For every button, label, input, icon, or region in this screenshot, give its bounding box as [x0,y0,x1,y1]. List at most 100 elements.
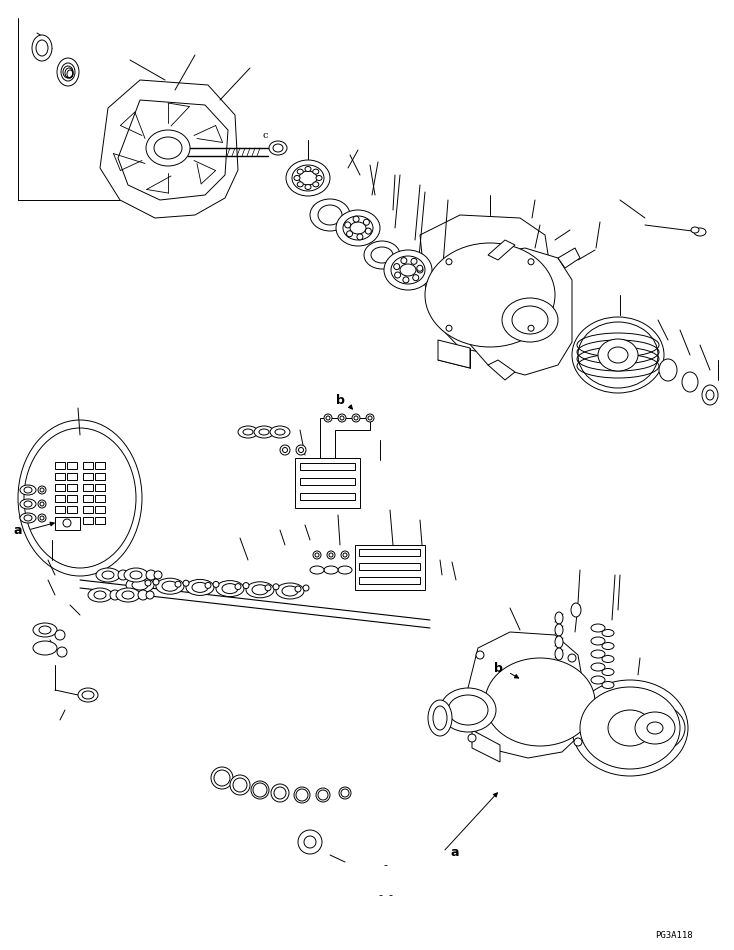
Ellipse shape [706,390,714,400]
Circle shape [327,551,335,559]
Circle shape [118,591,126,599]
Ellipse shape [132,580,148,590]
Polygon shape [83,517,93,524]
Circle shape [326,416,330,420]
Ellipse shape [299,171,317,185]
Circle shape [183,580,189,586]
Polygon shape [472,730,500,762]
Circle shape [339,787,351,799]
Circle shape [283,447,288,452]
Circle shape [353,217,359,222]
Polygon shape [67,462,77,469]
Circle shape [446,325,452,332]
Circle shape [274,787,286,799]
Circle shape [280,445,290,455]
Ellipse shape [580,687,680,769]
Ellipse shape [270,426,290,438]
Ellipse shape [39,626,51,634]
Circle shape [303,585,309,591]
Ellipse shape [364,241,400,269]
Circle shape [403,276,409,283]
Ellipse shape [82,691,94,699]
Polygon shape [55,484,65,491]
Circle shape [528,325,534,332]
Polygon shape [558,248,580,268]
Circle shape [368,416,372,420]
Circle shape [411,258,417,264]
Ellipse shape [691,227,699,233]
Ellipse shape [259,429,269,435]
Ellipse shape [186,580,214,596]
Ellipse shape [273,144,283,152]
Ellipse shape [350,222,366,234]
Circle shape [417,265,423,272]
Ellipse shape [555,648,563,660]
Ellipse shape [602,630,614,636]
Circle shape [38,486,46,494]
Ellipse shape [275,429,285,435]
Polygon shape [488,360,515,380]
Circle shape [298,830,322,854]
Circle shape [366,228,371,234]
Ellipse shape [571,603,581,617]
Ellipse shape [572,317,664,393]
Ellipse shape [647,722,663,734]
Ellipse shape [448,695,488,725]
Circle shape [214,770,230,786]
Circle shape [346,231,352,237]
Text: -: - [383,860,387,870]
Ellipse shape [318,205,342,225]
Ellipse shape [192,582,208,593]
Text: c: c [262,130,268,140]
Circle shape [251,781,269,799]
Ellipse shape [602,681,614,689]
Ellipse shape [222,583,238,594]
Text: b: b [335,393,344,407]
Circle shape [273,584,279,590]
Ellipse shape [440,688,496,732]
Ellipse shape [608,347,628,363]
Polygon shape [438,340,470,368]
Polygon shape [55,517,65,524]
Circle shape [153,579,159,585]
Ellipse shape [18,420,142,576]
Circle shape [154,571,162,579]
Ellipse shape [162,581,178,591]
Circle shape [138,590,148,600]
Circle shape [338,414,346,422]
Ellipse shape [682,372,698,392]
Ellipse shape [88,588,112,602]
Polygon shape [55,473,65,480]
Circle shape [574,738,582,746]
Ellipse shape [608,710,652,746]
Polygon shape [83,506,93,513]
Ellipse shape [94,591,106,599]
Circle shape [233,778,247,792]
Polygon shape [55,517,80,530]
Polygon shape [95,462,105,469]
Ellipse shape [102,571,114,579]
Ellipse shape [122,591,134,599]
Circle shape [243,582,249,589]
Ellipse shape [61,63,75,81]
Ellipse shape [238,426,258,438]
Ellipse shape [20,513,36,523]
Ellipse shape [324,566,338,574]
Circle shape [313,551,321,559]
Circle shape [118,570,128,580]
Polygon shape [95,484,105,491]
Polygon shape [359,577,420,584]
Ellipse shape [130,571,142,579]
Ellipse shape [625,704,685,752]
Polygon shape [55,495,65,502]
Ellipse shape [252,585,268,595]
Ellipse shape [425,243,555,347]
Ellipse shape [246,581,274,598]
Circle shape [413,275,418,280]
Polygon shape [67,473,77,480]
Circle shape [341,551,349,559]
Circle shape [146,591,154,599]
Ellipse shape [33,623,57,637]
Ellipse shape [371,247,393,263]
Ellipse shape [384,250,432,290]
